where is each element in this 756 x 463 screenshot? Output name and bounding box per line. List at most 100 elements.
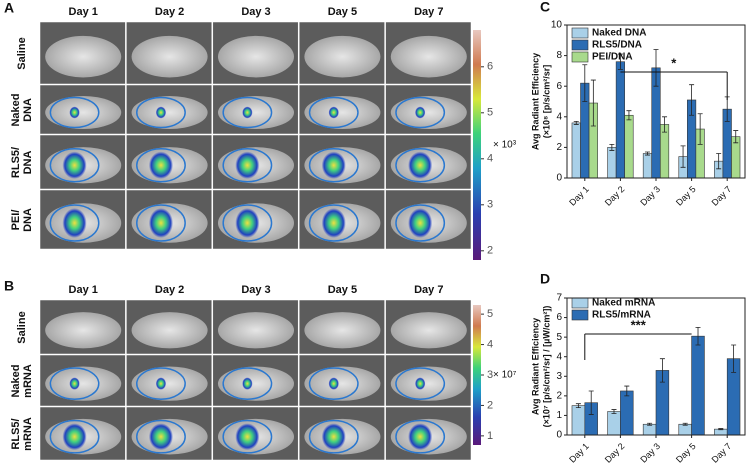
legend-label: Naked DNA [592,28,646,39]
column-header: Day 3 [241,284,270,296]
error-bar [582,64,588,102]
column-header: Day 7 [414,284,443,296]
signal [414,106,426,119]
legend-swatch [571,309,589,321]
mouse [131,96,208,129]
signal [62,423,87,451]
signal [408,423,433,451]
signal [148,151,174,179]
roi [136,367,186,400]
error-bar [718,428,724,431]
mouse [131,35,208,78]
row-label: Naked [10,93,22,126]
bar [571,405,586,436]
signal [155,377,167,390]
y-tick-label: 6 [556,312,562,323]
legend-label: Naked mRNA [592,298,655,309]
signal [321,423,346,451]
signal [69,377,80,390]
y-tick-label: 7 [556,293,562,304]
mouse [45,366,122,401]
bar [620,390,634,436]
x-tick-label: Day 1 [567,441,591,463]
significance-bracket [584,333,692,360]
error-bar [575,403,581,408]
mouse [390,366,467,401]
error-bar [647,422,653,426]
row-label: mRNA [22,417,34,451]
signal [321,151,346,179]
colorbar-tick-label: 5 [487,308,493,320]
colorbar [473,30,481,260]
significance-label: * [671,55,677,70]
y-tick-label: 10 [551,20,563,31]
mouse [217,366,295,401]
colorbar-tick-label: 1 [487,430,493,442]
x-tick-label: Day 5 [674,184,698,208]
row-label: RLS5/ [10,147,22,178]
row-label: mRNA [22,364,34,398]
roi [308,419,359,454]
column-header: Day 7 [414,6,443,18]
error-bar [662,116,668,133]
significance-bracket [620,71,728,100]
y-tick-label: 1 [556,410,562,421]
colorbar-unit: × 10⁷ [493,370,517,381]
roi [308,204,359,242]
roi [395,367,446,400]
signal [148,423,174,451]
bar [678,423,692,436]
mouse [304,96,381,129]
y-tick-label: 4 [556,351,562,362]
signal [155,106,167,119]
bar [642,153,653,179]
mouse [217,35,295,78]
x-tick-label: Day 3 [638,184,662,208]
row-label: Naked [10,364,22,397]
colorbar-tick-label: 3 [487,369,493,381]
error-bar [680,145,686,168]
column-header: Day 3 [241,6,270,18]
y-tick-label: 3 [556,371,562,382]
error-bar [573,120,579,125]
y-tick-label: 8 [556,50,562,61]
roi [222,419,273,454]
mouse [131,366,208,401]
signal [328,377,339,390]
error-bar [609,143,615,151]
mouse [217,312,295,349]
x-tick-label: Day 2 [603,184,627,208]
legend-swatch [571,51,589,63]
roi [222,204,273,242]
x-tick-label: Day 5 [674,441,698,463]
y-tick-label: 4 [556,111,562,122]
mouse [45,35,122,78]
colorbar-tick-label: 4 [487,338,493,350]
mouse [217,96,295,129]
row-label: Saline [16,37,28,69]
roi [136,419,186,454]
y-tick-label: 0 [556,430,562,441]
signal [235,208,260,238]
signal [235,423,260,451]
roi [395,419,446,454]
signal [328,106,339,119]
column-header: Day 1 [69,284,98,296]
bar [571,122,581,179]
signal [242,106,253,119]
bar [615,61,625,179]
roi [395,96,446,129]
colorbar-tick-label: 6 [487,61,493,73]
roi [49,419,100,454]
roi [49,148,100,183]
x-tick-label: Day 3 [638,441,662,463]
roi [136,96,186,129]
panel-label: A [4,0,14,16]
mouse [304,366,381,401]
colorbar-tick-label: 2 [487,399,493,411]
panel-label: D [540,271,550,287]
signal [321,208,346,238]
y-tick-label: 6 [556,81,562,92]
y-tick-label: 5 [556,332,562,343]
